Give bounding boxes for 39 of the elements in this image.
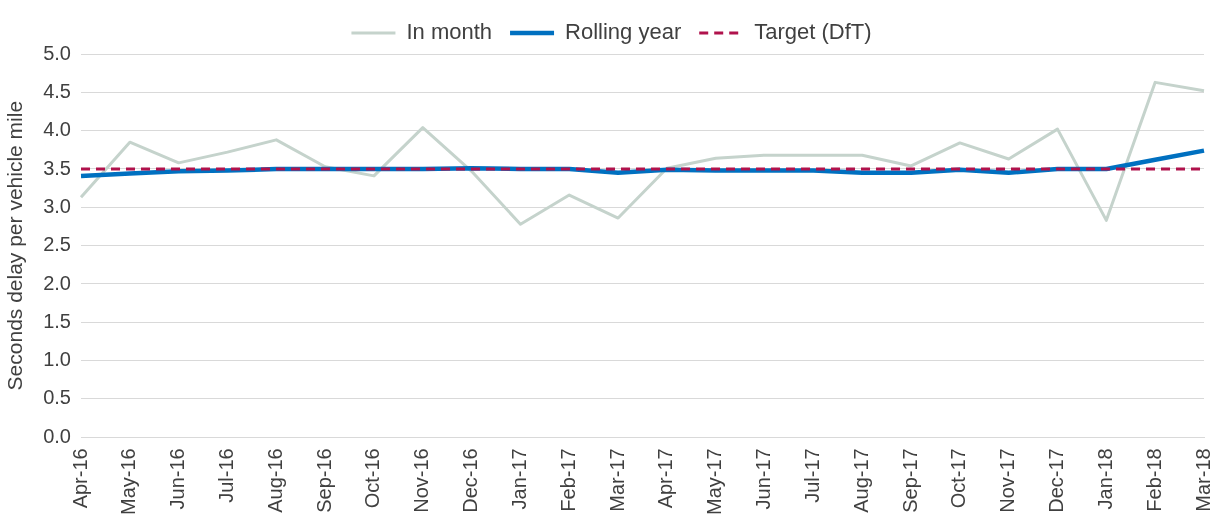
- x-tick-label: Aug-16: [263, 448, 286, 513]
- x-tick-label: Feb-17: [556, 448, 579, 512]
- x-tick-label: Nov-16: [410, 448, 433, 513]
- legend-label: Rolling year: [565, 19, 682, 45]
- x-tick-label: Jan-18: [1093, 448, 1116, 510]
- y-tick-label: 3.0: [43, 194, 71, 217]
- y-tick-label: 0.5: [43, 386, 71, 409]
- x-tick-label: May-17: [703, 448, 726, 516]
- y-tick-label: 2.0: [43, 271, 71, 294]
- y-tick-label: 2.5: [43, 233, 71, 256]
- x-tick-label: Oct-17: [947, 448, 970, 509]
- legend-label: Target (DfT): [754, 19, 872, 45]
- y-tick-label: 0.0: [43, 424, 71, 447]
- y-tick-label: 4.5: [43, 79, 71, 102]
- x-tick-label: May-16: [117, 448, 140, 516]
- y-tick-label: 3.5: [43, 156, 71, 179]
- x-tick-label: Jan-17: [507, 448, 530, 510]
- x-tick-label: Sep-17: [898, 448, 921, 513]
- x-tick-label: Jul-16: [215, 448, 237, 503]
- y-tick-label: 1.5: [43, 309, 71, 332]
- x-tick-label: Oct-16: [361, 448, 384, 509]
- y-axis-title: Seconds delay per vehicle mile: [3, 100, 27, 391]
- x-tick-label: Dec-17: [1045, 448, 1068, 513]
- x-tick-label: Aug-17: [849, 448, 872, 513]
- y-tick-label: 5.0: [43, 41, 71, 64]
- x-tick-label: Mar-18: [1191, 448, 1214, 512]
- y-tick-label: 4.0: [43, 118, 71, 141]
- x-tick-label: Apr-17: [654, 448, 677, 509]
- y-tick-label: 1.0: [43, 348, 71, 371]
- legend-label: In month: [406, 19, 493, 45]
- x-tick-label: Sep-16: [312, 448, 335, 513]
- x-tick-label: Jul-17: [800, 448, 823, 503]
- x-tick-label: Jun-16: [166, 448, 189, 510]
- x-tick-label: Feb-18: [1142, 448, 1165, 512]
- x-tick-label: Dec-16: [459, 448, 482, 513]
- x-tick-label: Apr-16: [68, 448, 91, 509]
- x-tick-label: Nov-17: [996, 448, 1019, 513]
- x-tick-label: Mar-17: [605, 448, 628, 512]
- x-tick-label: Jun-17: [752, 448, 775, 510]
